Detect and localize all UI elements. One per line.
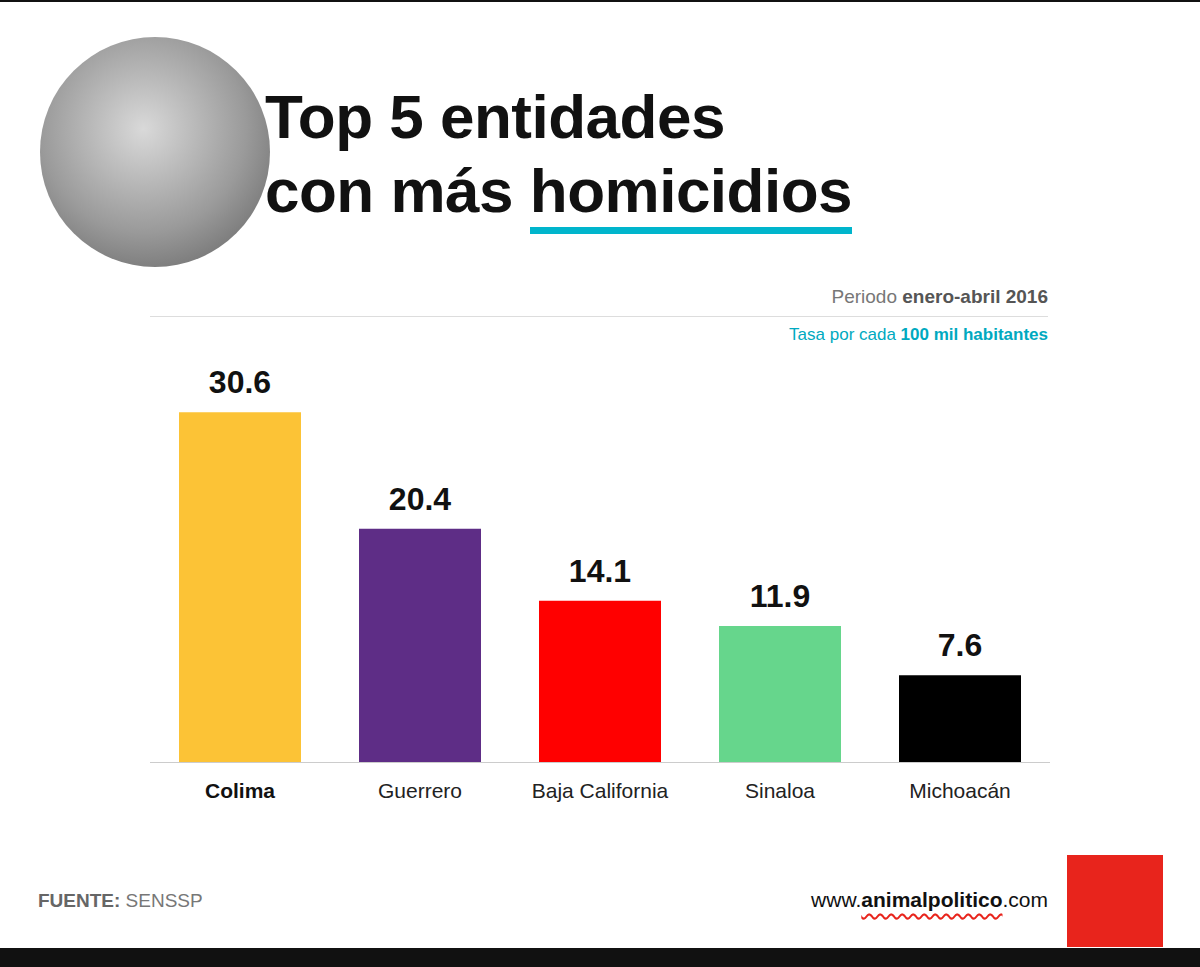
svg-text:7.6: 7.6 [938,627,982,663]
html-text:Periodo enero-abril 2016: Periodo enero-abril 2016 [831,286,1048,307]
svg-text:30.6: 30.6 [209,364,271,400]
svg-text:Colima: Colima [205,779,275,802]
html-text:FUENTE: SENSSP: FUENTE: SENSSP [38,890,203,911]
svg-text:Michoacán: Michoacán [909,779,1011,802]
html-text:Top 5 entidades: Top 5 entidades [265,82,725,151]
html-text:con más homicidios: con más homicidios [265,156,852,225]
svg-text:11.9: 11.9 [750,578,811,614]
svg-text:Guerrero: Guerrero [378,779,462,802]
html-text:Tasa por cada 100 mil habitant: Tasa por cada 100 mil habitantes [789,325,1048,344]
svg-text:14.1: 14.1 [569,553,631,589]
svg-text:Baja California: Baja California [532,779,669,802]
html-text:www. animalpolitico.com: www. animalpolitico.com [811,888,1048,911]
svg-text:Sinaloa: Sinaloa [745,779,815,802]
svg-text:20.4: 20.4 [389,481,451,517]
